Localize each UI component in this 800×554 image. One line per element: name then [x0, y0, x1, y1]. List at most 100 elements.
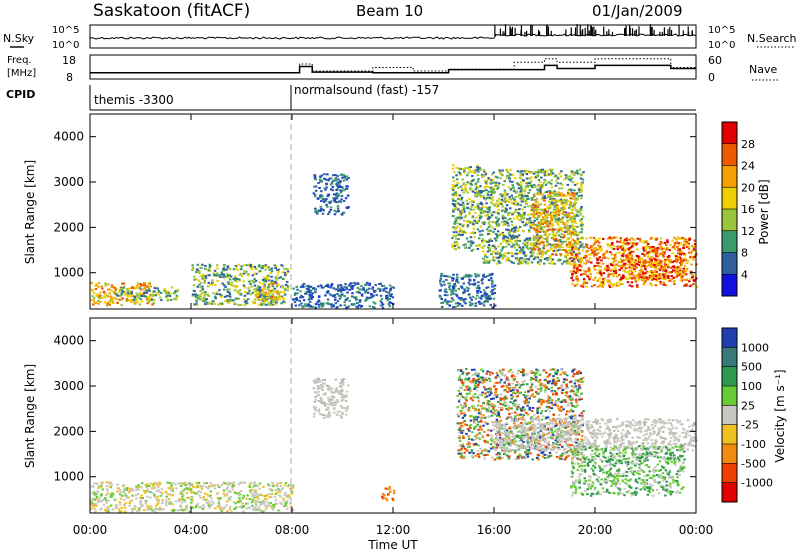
data-cell: [458, 233, 461, 236]
data-cell: [325, 384, 329, 387]
data-cell: [363, 291, 367, 294]
data-cell: [563, 178, 566, 181]
data-cell: [135, 298, 138, 301]
data-cell: [543, 216, 546, 219]
data-cell: [452, 215, 455, 217]
data-cell: [277, 268, 280, 271]
data-cell: [652, 262, 655, 265]
data-cell: [352, 303, 355, 306]
data-cell: [567, 194, 570, 197]
data-cell: [165, 495, 169, 498]
data-cell: [243, 264, 246, 267]
data-cell: [289, 502, 292, 505]
data-cell: [560, 170, 563, 173]
data-cell: [227, 489, 231, 492]
data-cell: [157, 290, 161, 293]
data-cell: [548, 168, 551, 171]
data-cell: [576, 271, 579, 274]
data-cell: [571, 282, 574, 285]
data-cell: [105, 488, 109, 491]
data-cell: [517, 187, 521, 190]
data-cell: [498, 169, 501, 172]
data-cell: [455, 203, 458, 205]
data-cell: [188, 510, 192, 513]
data-cell: [537, 221, 540, 224]
data-cell: [286, 268, 290, 271]
data-cell: [580, 265, 583, 268]
data-cell: [453, 222, 456, 225]
data-cell: [482, 257, 485, 260]
data-cell: [676, 266, 680, 269]
data-cell: [571, 279, 575, 282]
noise-left-top-tick: 10^5: [52, 25, 79, 36]
data-cell: [199, 298, 203, 301]
data-cell: [525, 244, 529, 247]
data-cell: [599, 281, 603, 284]
data-cell: [189, 506, 192, 509]
data-cell: [655, 263, 658, 266]
data-cell: [314, 291, 317, 294]
data-cell: [195, 295, 198, 298]
data-cell: [620, 276, 624, 279]
data-cell: [525, 173, 529, 175]
data-cell: [621, 248, 624, 251]
data-cell: [523, 242, 527, 245]
data-cell: [220, 273, 223, 276]
noise-left-label: N.Sky: [3, 32, 35, 45]
data-cell: [207, 495, 210, 498]
data-cell: [627, 273, 631, 276]
data-cell: [472, 295, 475, 298]
data-cell: [443, 290, 446, 293]
data-cell: [205, 301, 209, 304]
data-cell: [99, 294, 102, 297]
data-cell: [587, 247, 590, 250]
data-cell: [688, 251, 691, 254]
data-cell: [472, 248, 475, 251]
data-cell: [95, 294, 98, 297]
data-cell: [540, 197, 544, 200]
data-cell: [254, 494, 258, 497]
data-cell: [602, 237, 605, 240]
data-cell: [323, 404, 327, 407]
data-cell: [479, 215, 483, 218]
data-cell: [115, 293, 118, 296]
data-cell: [474, 304, 477, 307]
data-cell: [466, 181, 469, 184]
data-cell: [558, 244, 561, 247]
data-cell: [476, 166, 479, 169]
data-cell: [477, 284, 480, 287]
data-cell: [197, 482, 201, 484]
data-cell: [578, 189, 581, 191]
data-cell: [326, 385, 330, 387]
data-cell: [487, 244, 491, 246]
data-cell: [222, 276, 225, 279]
data-cell: [281, 286, 284, 289]
data-cell: [520, 257, 524, 260]
data-cell: [482, 289, 486, 292]
data-cell: [253, 288, 256, 291]
data-cell: [479, 291, 483, 294]
data-cell: [316, 209, 319, 212]
data-cell: [514, 225, 518, 228]
data-cell: [114, 506, 117, 509]
data-cell: [334, 378, 338, 381]
data-cell: [649, 251, 653, 254]
data-cell: [230, 284, 234, 287]
data-cell: [145, 289, 148, 292]
data-cell: [658, 258, 661, 261]
data-cell: [134, 488, 138, 491]
data-cell: [329, 208, 332, 211]
data-cell: [571, 197, 575, 200]
data-cell: [668, 261, 671, 264]
data-cell: [328, 202, 332, 205]
data-cell: [338, 410, 341, 413]
data-cell: [507, 224, 510, 227]
data-cell: [514, 227, 517, 229]
data-cell: [266, 501, 270, 504]
data-cell: [336, 201, 339, 204]
data-cell: [149, 482, 153, 485]
data-cell: [337, 392, 341, 395]
data-cell: [548, 195, 551, 198]
data-cell: [506, 222, 510, 225]
data-cell: [284, 492, 287, 495]
